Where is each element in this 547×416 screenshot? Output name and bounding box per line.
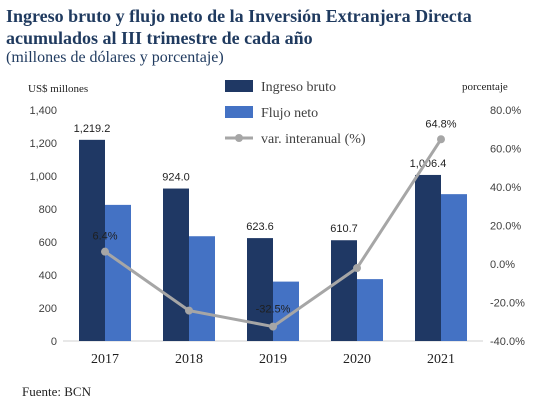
y-left-tick-label: 200: [39, 303, 57, 315]
bar-flujo-neto: [441, 194, 467, 341]
bar-ingreso-bruto: [79, 139, 105, 341]
bar-flujo-neto: [189, 236, 215, 341]
y-right-tick-label: 0.0%: [490, 259, 515, 271]
bar-data-label: 1,006.4: [410, 158, 447, 170]
line-point: [185, 306, 193, 315]
y-left-tick-label: 400: [39, 270, 57, 282]
legend-label: var. interanual (%): [261, 132, 366, 147]
legend-label: Ingreso bruto: [261, 80, 336, 95]
y-left-tick-label: 1,200: [29, 138, 57, 150]
x-tick-label: 2019: [259, 352, 287, 367]
y-right-axis-label: porcentaje: [462, 81, 508, 93]
y-right-tick-label: 20.0%: [490, 221, 521, 233]
y-left-tick-label: 800: [39, 204, 57, 216]
line-data-label: 6.4%: [92, 231, 117, 243]
x-tick-label: 2018: [175, 352, 203, 367]
bar-data-label: 610.7: [330, 223, 358, 235]
legend-label: Flujo neto: [261, 106, 318, 121]
chart-subtitle: (millones de dólares y porcentaje): [6, 49, 224, 66]
line-point: [437, 135, 445, 144]
line-point: [101, 247, 109, 256]
y-left-tick-label: 0: [51, 336, 57, 348]
y-left-axis-label: US$ millones: [28, 83, 88, 95]
y-right-tick-label: 80.0%: [490, 105, 521, 117]
bar-data-label: 924.0: [162, 172, 190, 184]
legend-swatch-flujo-neto: [225, 106, 253, 118]
x-tick-label: 2017: [91, 352, 119, 367]
legend-swatch-ingreso-bruto: [225, 80, 253, 92]
y-left-tick-label: 1,000: [29, 171, 57, 183]
y-left-tick-label: 1,400: [29, 105, 57, 117]
line-data-label: -32.5%: [256, 304, 291, 316]
source-note: Fuente: BCN: [22, 384, 91, 399]
legend-marker: [235, 134, 243, 142]
bar-flujo-neto: [357, 279, 383, 341]
bar-ingreso-bruto: [163, 188, 189, 341]
chart-title: Ingreso bruto y flujo neto de la Inversi…: [6, 6, 472, 48]
bar-ingreso-bruto: [415, 174, 441, 341]
bar-flujo-neto: [105, 204, 131, 341]
bar-data-label: 623.6: [246, 221, 274, 233]
y-left-tick-label: 600: [39, 237, 57, 249]
y-right-tick-label: 60.0%: [490, 144, 521, 156]
y-right-tick-label: -40.0%: [490, 336, 525, 348]
y-right-tick-label: -20.0%: [490, 298, 525, 310]
line-point: [353, 264, 361, 273]
line-point: [269, 322, 277, 331]
y-right-tick-label: 40.0%: [490, 182, 521, 194]
bar-data-label: 1,219.2: [74, 123, 111, 135]
bar-ingreso-bruto: [331, 240, 357, 341]
x-tick-label: 2020: [343, 352, 371, 367]
line-data-label: 64.8%: [425, 118, 456, 130]
x-tick-label: 2021: [427, 352, 455, 367]
